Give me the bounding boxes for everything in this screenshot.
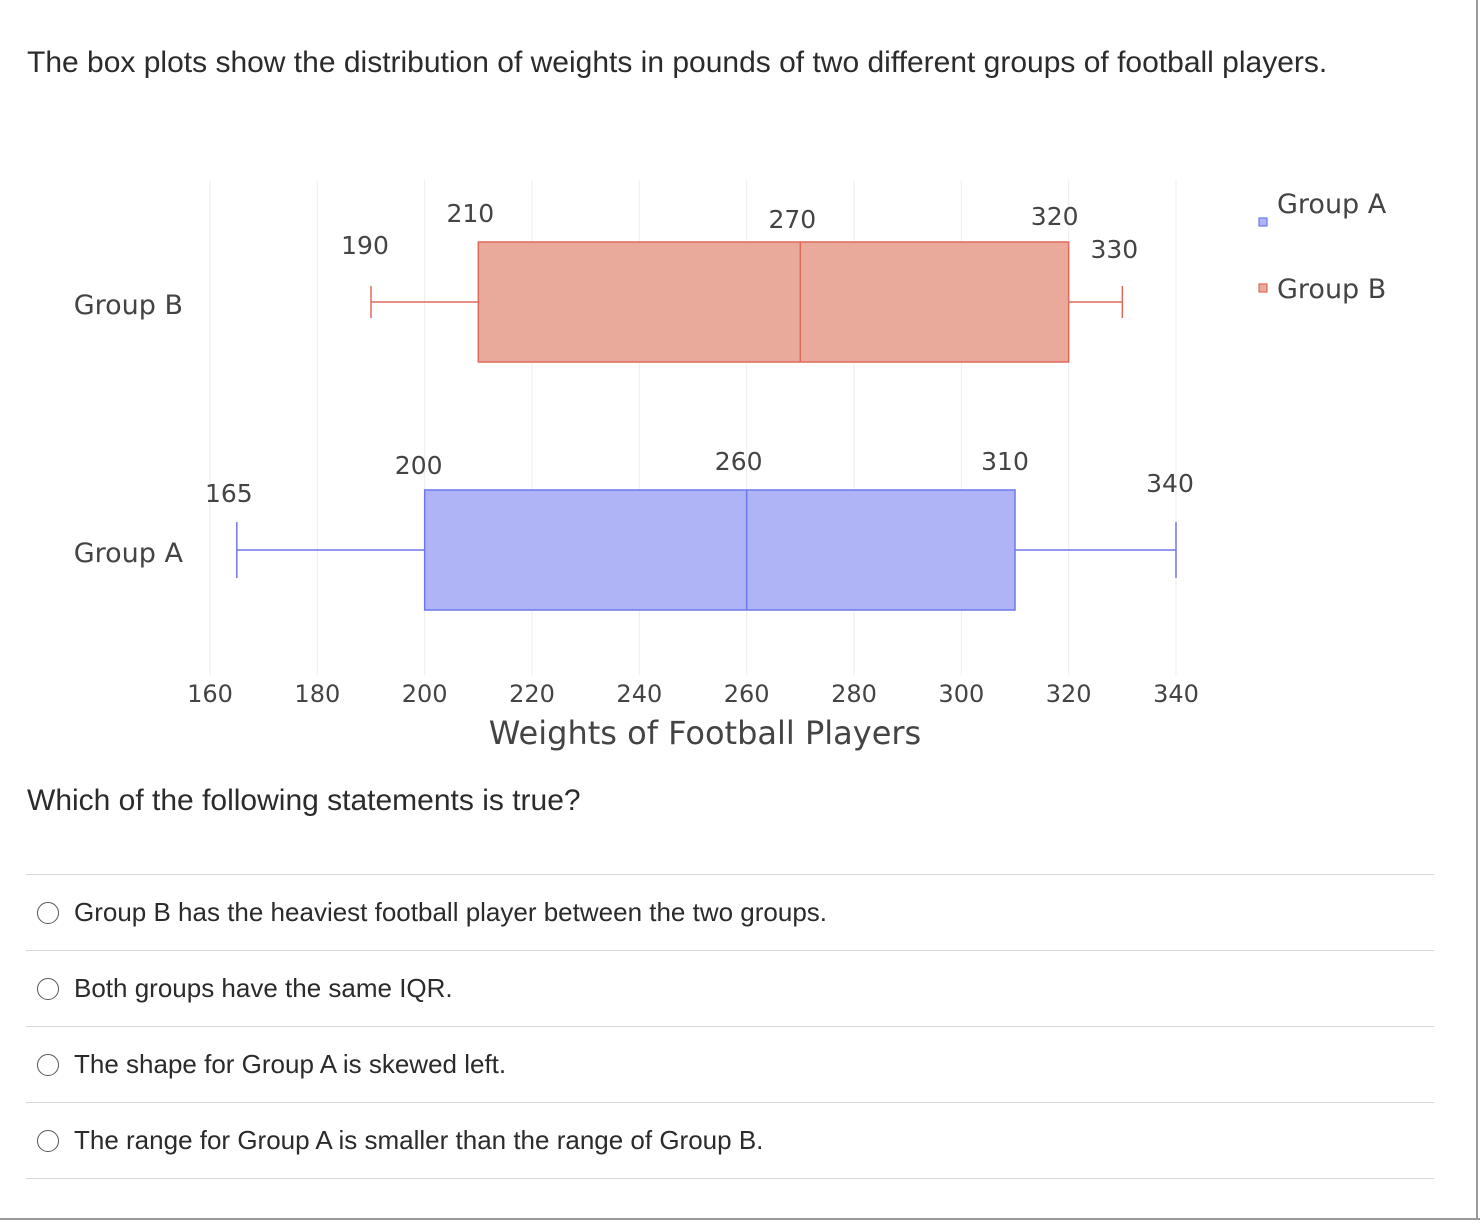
legend-swatch-group-a <box>1258 217 1268 227</box>
legend-swatch-group-b <box>1258 283 1268 293</box>
answer-option-label: Group B has the heaviest football player… <box>74 897 828 927</box>
value-label-max-group-b: 330 <box>1090 235 1138 264</box>
y-category-label-group-b: Group B <box>74 290 183 321</box>
answer-option-label: Both groups have the same IQR. <box>74 973 453 1003</box>
x-tick-label-320: 320 <box>1046 680 1092 708</box>
box-plot-chart: 160 180 200 220 240 260 280 300 320 340 Weights of… <box>74 180 1387 752</box>
frame-border-bottom <box>0 1218 1480 1220</box>
answer-option-3[interactable]: The shape for Group A is skewed left. <box>26 1026 1434 1102</box>
value-label-q3-group-b: 320 <box>1031 202 1079 231</box>
x-tick-label-200: 200 <box>402 680 448 708</box>
question-text: The box plots show the distribution of w… <box>27 46 1328 79</box>
legend-label-group-a: Group A <box>1277 189 1387 220</box>
x-tick-label-240: 240 <box>616 680 662 708</box>
answer-option-4[interactable]: The range for Group A is smaller than th… <box>26 1102 1434 1179</box>
x-tick-label-300: 300 <box>938 680 984 708</box>
x-tick-label-280: 280 <box>831 680 877 708</box>
radio-button[interactable] <box>37 1129 59 1152</box>
prompt-text: Which of the following statements is tru… <box>27 784 581 817</box>
x-tick-label-220: 220 <box>509 680 555 708</box>
box-group-a <box>423 489 1016 611</box>
value-label-median-group-b: 270 <box>768 205 816 234</box>
value-label-q1-group-a: 200 <box>395 451 443 480</box>
box-group-b <box>477 241 1070 363</box>
value-label-min-group-a: 165 <box>205 479 253 508</box>
answer-options: Group B has the heaviest football player… <box>26 874 1434 1179</box>
radio-button[interactable] <box>37 1053 59 1076</box>
answer-option-label: The range for Group A is smaller than th… <box>74 1125 764 1155</box>
frame-border-right <box>1476 0 1478 1220</box>
radio-button[interactable] <box>37 901 59 924</box>
answer-option-2[interactable]: Both groups have the same IQR. <box>26 950 1434 1026</box>
radio-button[interactable] <box>37 977 59 1000</box>
x-tick-label-160: 160 <box>187 680 233 708</box>
value-label-max-group-a: 340 <box>1146 469 1194 498</box>
answer-option-label: The shape for Group A is skewed left. <box>74 1049 507 1079</box>
x-tick-label-260: 260 <box>724 680 770 708</box>
x-tick-label-340: 340 <box>1153 680 1199 708</box>
answer-option-1[interactable]: Group B has the heaviest football player… <box>26 874 1434 950</box>
value-label-min-group-b: 190 <box>341 231 389 260</box>
value-label-median-group-a: 260 <box>715 447 763 476</box>
y-category-label-group-a: Group A <box>74 538 184 569</box>
legend-label-group-b: Group B <box>1277 274 1386 305</box>
x-axis-title: Weights of Football Players <box>489 714 921 752</box>
value-label-q3-group-a: 310 <box>981 447 1029 476</box>
x-tick-label-180: 180 <box>294 680 340 708</box>
value-label-q1-group-b: 210 <box>446 199 494 228</box>
